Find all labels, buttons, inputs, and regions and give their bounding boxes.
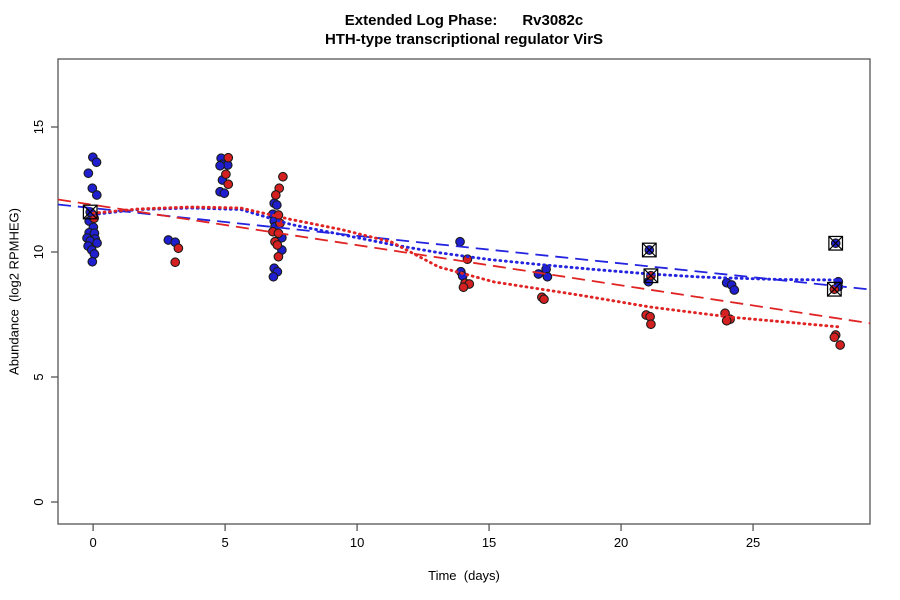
condition-blue-point [87, 183, 98, 194]
x-tick-label: 20 [614, 535, 628, 550]
square-x-marker-icon [82, 204, 98, 220]
y-tick-label: 15 [31, 120, 46, 134]
condition-red-point [539, 294, 549, 305]
plot-box [57, 58, 871, 525]
square-x-marker-icon [642, 242, 657, 258]
square-x-marker-icon [827, 282, 842, 297]
condition-blue-point [268, 271, 279, 282]
x-tick-label: 5 [221, 535, 228, 550]
y-axis-label: Abundance (log2 RPMHEG) [6, 208, 22, 375]
condition-red-point [273, 251, 284, 262]
condition-red-point [458, 282, 469, 293]
x-axis-label: Time (days) [428, 568, 500, 583]
x-tick-label: 10 [350, 535, 364, 550]
blue-linear-trend-line [57, 203, 871, 291]
condition-red-point [173, 243, 184, 254]
condition-red-point [829, 332, 840, 343]
y-tick-label: 5 [31, 373, 46, 380]
square-x-marker-icon [828, 235, 844, 251]
condition-blue-point [92, 238, 102, 248]
red-loess-trend-line [91, 205, 842, 329]
chart-title-block: Extended Log Phase: Rv3082c HTH-type tra… [58, 12, 870, 48]
condition-blue-point [83, 168, 94, 179]
x-tick-label: 0 [89, 535, 96, 550]
square-x-marker-icon [828, 236, 843, 251]
square-x-marker-icon [643, 268, 659, 284]
condition-blue-point [215, 160, 225, 171]
blue-loess-trend-line [91, 206, 842, 282]
condition-blue-point [91, 190, 102, 200]
condition-red-point [170, 257, 181, 268]
y-tick-label: 0 [31, 498, 46, 505]
condition-red-point [223, 152, 234, 163]
x-tick-label: 25 [746, 535, 760, 550]
condition-blue-point [542, 271, 553, 282]
y-tick-label: 10 [31, 245, 46, 259]
condition-red-point [278, 171, 288, 182]
condition-blue-point [91, 157, 102, 168]
x-tick-label: 15 [482, 535, 496, 550]
condition-red-point [272, 240, 283, 250]
condition-red-point [835, 340, 846, 350]
square-x-marker-icon [641, 242, 657, 258]
chart-title: Extended Log Phase: Rv3082c [344, 12, 584, 29]
condition-blue-point [729, 285, 740, 295]
condition-blue-point [271, 200, 282, 210]
square-x-marker-icon [83, 204, 98, 220]
chart-subtitle: HTH-type transcriptional regulator VirS [324, 31, 604, 48]
condition-blue-point [87, 256, 98, 267]
condition-red-point [221, 169, 231, 180]
square-x-marker-icon [826, 281, 842, 297]
condition-red-point [223, 179, 234, 190]
condition-blue-point [455, 236, 465, 247]
red-linear-trend-line [57, 198, 871, 325]
square-x-marker-icon [643, 268, 659, 283]
condition-blue-point [219, 188, 230, 199]
condition-red-point [646, 319, 656, 330]
condition-red-point [270, 190, 281, 200]
